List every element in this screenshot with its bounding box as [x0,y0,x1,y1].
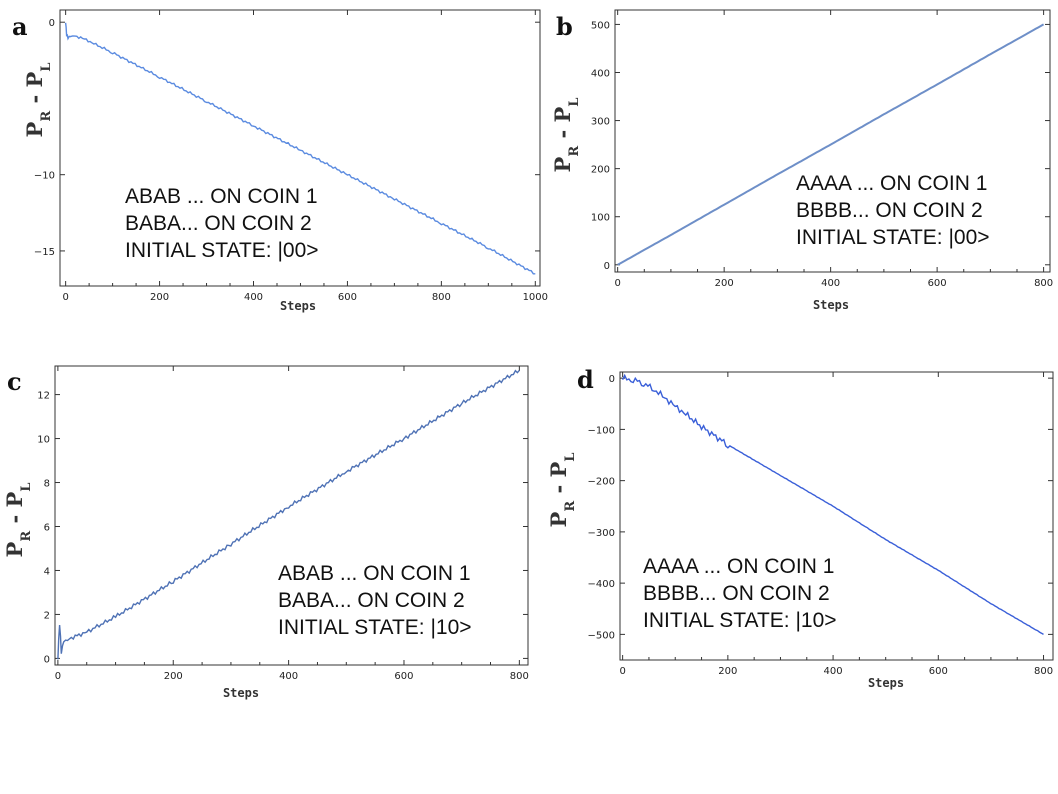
panel-letter: d [577,365,594,394]
plot-frame [54,365,529,666]
x-axis-label: Steps [813,298,849,312]
y-tick-label: 200 [591,165,610,176]
y-tick-label: −15 [34,247,55,258]
y-tick-label: 0 [609,374,615,385]
x-tick-label: 200 [164,671,183,682]
x-tick-label: 600 [929,666,948,677]
x-tick-label: 200 [150,292,169,303]
y-label-subscript: R [19,531,34,542]
series-line [64,22,536,275]
annotation-line: AAAA ... ON COIN 1 [796,172,987,195]
y-tick-label: 0 [49,18,55,29]
y-tick-label: −300 [588,528,615,539]
x-axis-label: Steps [223,686,259,700]
y-tick-label: 100 [591,213,610,224]
y-tick-label: −10 [34,171,55,182]
y-tick-label: 2 [44,610,50,621]
y-label-part: P [2,491,27,507]
x-axis-label: Steps [868,676,904,690]
x-tick-label: 0 [62,292,68,303]
y-tick-label: 0 [44,654,50,665]
y-axis-label: PR - PL [546,453,578,528]
annotation-line: BBBB... ON COIN 2 [643,582,830,605]
y-tick-label: 6 [44,522,50,533]
y-tick-label: 12 [37,391,50,402]
y-tick-label: 400 [591,68,610,79]
y-label-part: P [550,106,575,122]
x-tick-label: 800 [432,292,451,303]
series-line [621,373,1044,636]
y-label-part: - [546,477,571,500]
y-tick-label: 300 [591,117,610,128]
chart-panel-d: 0 200 400 600 800 0 −100 −200 −300 −400 −500 d Steps… [546,365,1054,690]
annotation-line: BABA... ON COIN 2 [125,212,312,235]
annotation-line: INITIAL STATE: |10> [643,609,837,632]
y-tick-label: 0 [604,261,610,272]
y-tick-label: 10 [37,435,50,446]
x-tick-label: 600 [928,278,947,289]
y-label-part: P [550,156,575,172]
y-label-part: P [546,511,571,527]
x-tick-label: 800 [1034,666,1053,677]
x-tick-label: 0 [614,278,620,289]
x-tick-label: 400 [279,671,298,682]
y-tick-label: 8 [44,479,50,490]
y-tick-label: −200 [588,477,615,488]
annotation-line: ABAB ... ON COIN 1 [278,562,471,585]
annotation-line: INITIAL STATE: |00> [125,239,319,262]
y-label-part: P [2,541,27,557]
series-line [617,23,1045,266]
annotation-line: AAAA ... ON COIN 1 [643,555,834,578]
annotation-line: ABAB ... ON COIN 1 [125,185,318,208]
y-label-part: P [22,71,47,87]
x-tick-label: 600 [338,292,357,303]
x-tick-label: 0 [619,666,625,677]
y-label-subscript: L [39,63,54,72]
x-tick-label: 1000 [523,292,548,303]
annotation-line: BBBB... ON COIN 2 [796,199,983,222]
x-tick-label: 400 [821,278,840,289]
y-axis-label: PR - PL [550,98,582,173]
y-label-subscript: L [19,483,34,492]
annotation-line: INITIAL STATE: |00> [796,226,990,249]
x-tick-label: 600 [394,671,413,682]
chart-panel-b: 0 200 400 600 800 0 100 200 300 400 500 b Steps PR - … [550,9,1053,312]
y-label-subscript: L [563,453,578,462]
x-tick-label: 400 [824,666,843,677]
y-label-subscript: L [567,98,582,107]
annotation-line: INITIAL STATE: |10> [278,616,472,639]
panel-letter: a [12,12,28,41]
y-tick-label: −100 [588,425,615,436]
y-label-part: - [550,122,575,145]
y-label-part: - [22,87,47,110]
y-label-part: - [2,507,27,530]
plot-frame [614,9,1051,273]
y-axis-label: PR - PL [22,63,54,138]
x-tick-label: 200 [718,666,737,677]
x-tick-label: 200 [715,278,734,289]
y-tick-label: 4 [44,566,50,577]
x-axis-label: Steps [280,299,316,313]
y-axis-label: PR - PL [2,483,34,558]
x-tick-label: 800 [1034,278,1053,289]
y-label-part: P [546,461,571,477]
panel-letter: b [556,12,573,41]
annotation-line: BABA... ON COIN 2 [278,589,465,612]
panel-letter: c [7,367,22,396]
x-tick-label: 400 [244,292,263,303]
y-label-subscript: R [563,501,578,512]
series-line [57,369,520,660]
y-tick-label: −500 [588,630,615,641]
y-label-part: P [22,121,47,137]
x-tick-label: 800 [510,671,529,682]
y-tick-label: 500 [591,20,610,31]
y-label-subscript: R [567,146,582,157]
y-tick-label: −400 [588,579,615,590]
y-label-subscript: R [39,111,54,122]
plot-frame [619,371,1054,661]
x-tick-label: 0 [55,671,61,682]
